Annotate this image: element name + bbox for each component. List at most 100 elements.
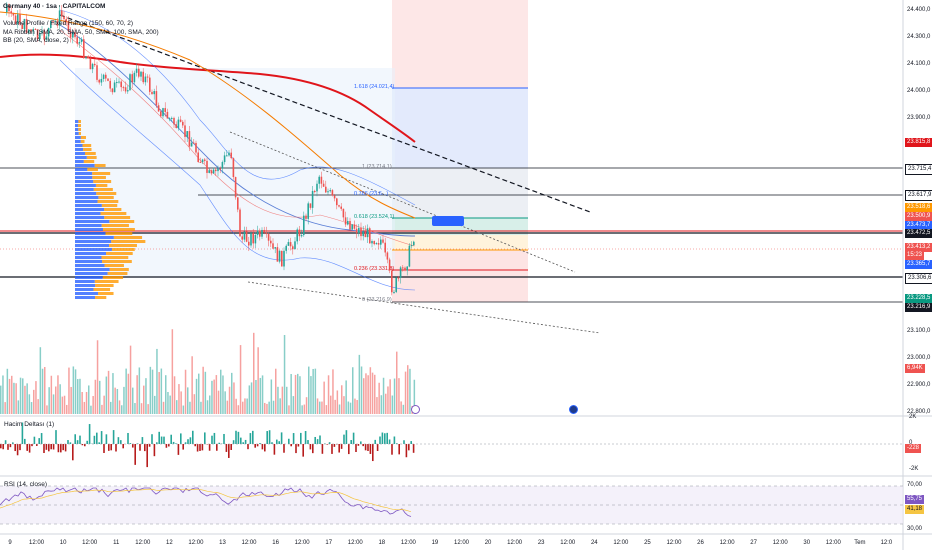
price-tag-23228[interactable]: 23.228,5 [905, 294, 932, 303]
price-tick: 24.400,0 [907, 7, 931, 13]
delta-panel-label[interactable]: Hacim Deltası (1) [4, 421, 55, 428]
candle-body [276, 247, 279, 262]
chart-legend[interactable]: Germany 40 · 1sa · CAPITALCOM Volume Pro… [3, 3, 159, 46]
candle-body [223, 155, 226, 163]
candle-body [382, 239, 384, 243]
delta-bar [52, 444, 55, 450]
delta-bar [120, 440, 122, 444]
candle-body [129, 74, 131, 91]
vp-buy-bar [75, 252, 107, 255]
delta-bar [211, 435, 213, 444]
volume-bars [0, 329, 416, 414]
event-icon[interactable] [411, 405, 420, 414]
price-tag-current[interactable]: 23.413,2 [905, 243, 932, 252]
delta-bar [122, 444, 124, 449]
delta-bar [141, 437, 144, 444]
position-flag[interactable] [432, 216, 464, 226]
delta-bar [117, 437, 120, 444]
candle-body [149, 77, 151, 92]
candle-body [21, 24, 23, 30]
price-tag-ma50[interactable]: 23.473,7 [905, 221, 932, 230]
volume-bar [127, 373, 130, 414]
price-tag-bb-upper[interactable]: 23.500,9 [905, 212, 932, 221]
delta-bar [256, 444, 259, 447]
volume-bar [299, 376, 301, 414]
legend-volume-profile[interactable]: Volume Profile / Fixed Range (150, 60, 7… [3, 20, 134, 27]
delta-bar [36, 444, 38, 446]
vp-buy-bar [75, 176, 93, 179]
volume-bar [209, 395, 211, 414]
candle-body [298, 229, 301, 237]
vp-buy-bar [75, 292, 99, 295]
delta-bar [324, 443, 326, 444]
delta-bar [403, 440, 405, 444]
volume-bar [30, 402, 33, 414]
candle-body [237, 197, 239, 210]
volume-bar [363, 378, 365, 414]
delta-bar [81, 444, 84, 446]
delta-bar [55, 430, 57, 444]
delta-bar [372, 444, 374, 462]
candle-body [349, 220, 351, 230]
event-flag-icon[interactable] [569, 405, 578, 414]
legend-ma-ribbon[interactable]: MA Ribbon (SMA, 20, SMA, 50, SMA, 100, S… [3, 28, 159, 36]
candle-body [56, 21, 59, 26]
candle-body [6, 4, 8, 12]
candle-body [217, 168, 219, 172]
candle-body [362, 231, 364, 237]
delta-bar [355, 444, 357, 453]
price-tag-23306[interactable]: 23.306,6 [905, 273, 932, 284]
delta-bar [110, 444, 112, 451]
volume-bar [400, 401, 402, 414]
price-tag-bb-lower[interactable]: 23.365,7 [905, 260, 932, 269]
candle-body [325, 186, 327, 193]
volume-bar [88, 385, 90, 414]
volume-bar [99, 380, 101, 414]
price-tag-ma200[interactable]: 23.815,8 [905, 138, 932, 147]
candle-body [32, 29, 34, 32]
candle-body [230, 152, 232, 159]
rsi-panel-label[interactable]: RSI (14, close) [4, 481, 47, 488]
volume-bar [286, 386, 288, 414]
candle-body [228, 152, 230, 156]
legend-bollinger[interactable]: BB (20, SMA, close, 2) [3, 37, 69, 44]
volume-bar [4, 402, 6, 414]
delta-bar [225, 444, 228, 452]
volume-bar [55, 386, 57, 414]
vp-sell-bar [92, 172, 111, 175]
volume-bar [37, 399, 39, 414]
volume-bar [171, 329, 174, 414]
delta-bar [57, 444, 60, 453]
volume-bar [255, 380, 257, 414]
price-tag-23617[interactable]: 23.617,9 [905, 190, 932, 201]
delta-bar [328, 442, 331, 444]
price-tag-23216[interactable]: 23.216,9 [905, 303, 932, 312]
candle-body [303, 215, 305, 236]
volume-bar [404, 371, 407, 414]
delta-bar [300, 432, 302, 444]
candles [6, 1, 415, 296]
candle-body [41, 30, 43, 33]
volume-bar [200, 401, 202, 414]
support-trendline[interactable] [247, 281, 601, 334]
symbol-title[interactable]: Germany 40 · 1sa · CAPITALCOM [3, 3, 106, 10]
vp-buy-bar [75, 296, 96, 299]
delta-bar [396, 443, 398, 444]
price-tag-ma100[interactable]: 23.518,6 [905, 203, 932, 212]
time-tick: 30 [803, 540, 811, 546]
volume-bar [121, 405, 123, 414]
price-tag-23715[interactable]: 23.715,4 [905, 164, 932, 175]
delta-bar [115, 444, 117, 452]
price-tag-23472[interactable]: 23.472,5 [905, 229, 932, 238]
time-tick: 12:00 [825, 540, 841, 546]
volume-bar [248, 385, 251, 414]
vp-sell-bar [106, 252, 133, 255]
time-tick: 27 [750, 540, 757, 546]
candle-body [190, 142, 193, 147]
volume-bar [74, 369, 77, 414]
time-tick: 12:00 [188, 540, 204, 546]
resistance-trendline[interactable] [59, 14, 591, 213]
delta-axis-tick: 0 [909, 440, 913, 446]
